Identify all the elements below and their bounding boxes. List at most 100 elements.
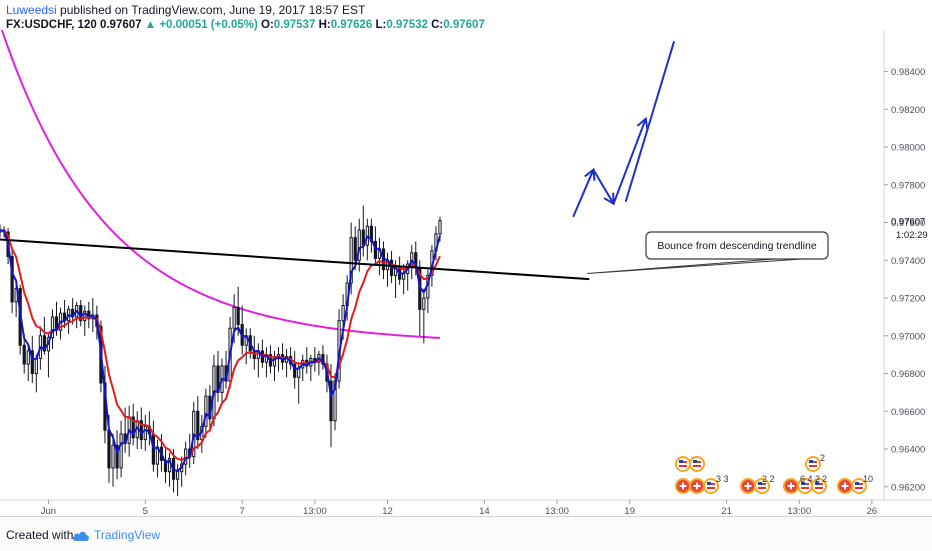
event-flag-icon	[689, 456, 705, 472]
price-tick-label: 0.97400	[891, 256, 925, 267]
event-flag-icon-canton	[679, 460, 683, 463]
candle-body	[175, 471, 180, 480]
publish-line: Luweedsi published on TradingView.com, J…	[6, 3, 365, 17]
event-count-label: 10	[863, 474, 873, 484]
author-link[interactable]: Luweedsi	[6, 3, 57, 17]
candle-body	[163, 459, 168, 473]
price-tick-label: 0.97600	[891, 218, 925, 229]
price-change: +0.00051 (+0.05%)	[159, 19, 258, 31]
candle-body	[115, 444, 119, 469]
candle-body	[410, 252, 414, 265]
event-count-label: 6 4 2	[800, 474, 820, 484]
event-flag-icon-canton	[758, 482, 762, 485]
projection-arrow-3-head	[636, 116, 649, 130]
candle-body	[196, 410, 200, 441]
candle-body	[83, 310, 87, 322]
candle-body	[50, 316, 55, 339]
high-label: H:	[318, 19, 331, 31]
candle-body	[422, 297, 426, 310]
close-value: 0.97607	[443, 19, 485, 31]
price-tick-label: 0.96400	[891, 445, 925, 456]
candle-body	[293, 363, 297, 378]
price-chart[interactable]: 0.98400 0.98200 0.98000 0.97800 0.97600 0.974…	[0, 30, 932, 516]
ma-long-line	[0, 30, 441, 339]
tradingview-link[interactable]: TradingView	[72, 528, 160, 542]
price-tick-label: 0.98400	[891, 67, 925, 78]
event-flag-icon-canton	[693, 460, 697, 463]
event-flag-icon-stripe	[693, 465, 701, 467]
cloud-icon	[72, 531, 89, 541]
time-tick-label: 19	[624, 506, 635, 516]
ohlc-line: FX:USDCHF, 120 0.97607 ▲ +0.00051 (+0.05…	[6, 19, 485, 31]
price-tick-label: 0.96800	[891, 369, 925, 380]
event-flag-icon-stripe	[855, 487, 863, 489]
callout-pointer	[587, 254, 827, 274]
price-tick-label: 0.97000	[891, 331, 925, 342]
candle-body	[42, 335, 47, 352]
time-tick-label: 13:00	[303, 506, 327, 516]
candle-body	[119, 433, 123, 469]
candle-body	[10, 256, 14, 303]
event-flag-icon-canton	[809, 460, 813, 463]
ema-fast-line	[0, 229, 441, 472]
countdown-label: 1:02:29	[896, 230, 928, 241]
time-tick-label: 13:00	[545, 506, 569, 516]
price-axis-panel	[884, 30, 932, 516]
candle-body	[22, 344, 26, 365]
time-tick-label: 12	[382, 506, 393, 516]
footer-bar: Created with TradingView	[0, 516, 932, 551]
candle-body	[26, 350, 30, 365]
event-flag-icon-stripe	[815, 487, 823, 489]
candle-body	[329, 380, 333, 422]
candle-body	[107, 429, 111, 469]
open-label: O:	[261, 19, 274, 31]
event-count-label: 2	[820, 453, 825, 463]
callout-text: Bounce from descending trendline	[657, 240, 817, 252]
open-value: 0.97537	[273, 19, 316, 31]
time-tick-label: 13:00	[787, 506, 811, 516]
created-with-label: Created with	[6, 528, 74, 542]
price-tick-label: 0.97200	[891, 294, 925, 305]
candle-body	[353, 237, 357, 261]
price-tick-label: 0.98200	[891, 105, 925, 116]
candle-body	[204, 395, 208, 427]
candle-body	[143, 425, 147, 441]
projection-arrow-1	[572, 169, 595, 218]
time-tick-label: Jun	[41, 506, 56, 516]
candle-body	[151, 433, 155, 465]
ema-slow-line	[0, 229, 441, 461]
symbol-label: FX:USDCHF, 120	[6, 19, 97, 31]
time-tick-label: 5	[143, 506, 148, 516]
event-flag-icon-canton	[815, 482, 819, 485]
event-flag-icon-cross	[744, 482, 752, 490]
event-count-label: 2 2	[762, 474, 775, 484]
candle-body	[34, 357, 38, 375]
candle-body	[184, 448, 188, 465]
low-label: L:	[375, 19, 387, 31]
projection-arrow-3	[612, 118, 647, 205]
candle-body	[131, 416, 135, 439]
event-flag-icon-canton	[707, 482, 711, 485]
candle-body	[373, 240, 378, 259]
candle-body	[438, 220, 442, 235]
descending-trendline	[0, 238, 590, 281]
price-tick-label: 0.97800	[891, 180, 925, 191]
current-price-label: 0.97607	[891, 217, 925, 228]
up-triangle-icon: ▲	[144, 19, 157, 31]
event-count-label: 3 3	[716, 474, 729, 484]
event-flag-icon-stripe	[809, 465, 817, 467]
candle-body	[349, 237, 353, 284]
time-tick-label: 21	[721, 506, 732, 516]
price-tick-label: 0.96600	[891, 407, 925, 418]
projection-arrow-2	[592, 169, 615, 205]
tradingview-brand: TradingView	[94, 528, 161, 542]
time-tick-label: 14	[479, 506, 490, 516]
event-flag-icon-cross	[841, 482, 849, 490]
published-text: published on TradingView.com, June 19, 2…	[60, 3, 366, 17]
time-tick-label: 7	[240, 506, 245, 516]
close-label: C:	[431, 19, 444, 31]
event-flag-icon-cross	[679, 482, 687, 490]
high-value: 0.97626	[330, 19, 373, 31]
event-flag-icon-stripe	[679, 465, 687, 467]
event-flag-icon-canton	[801, 482, 805, 485]
